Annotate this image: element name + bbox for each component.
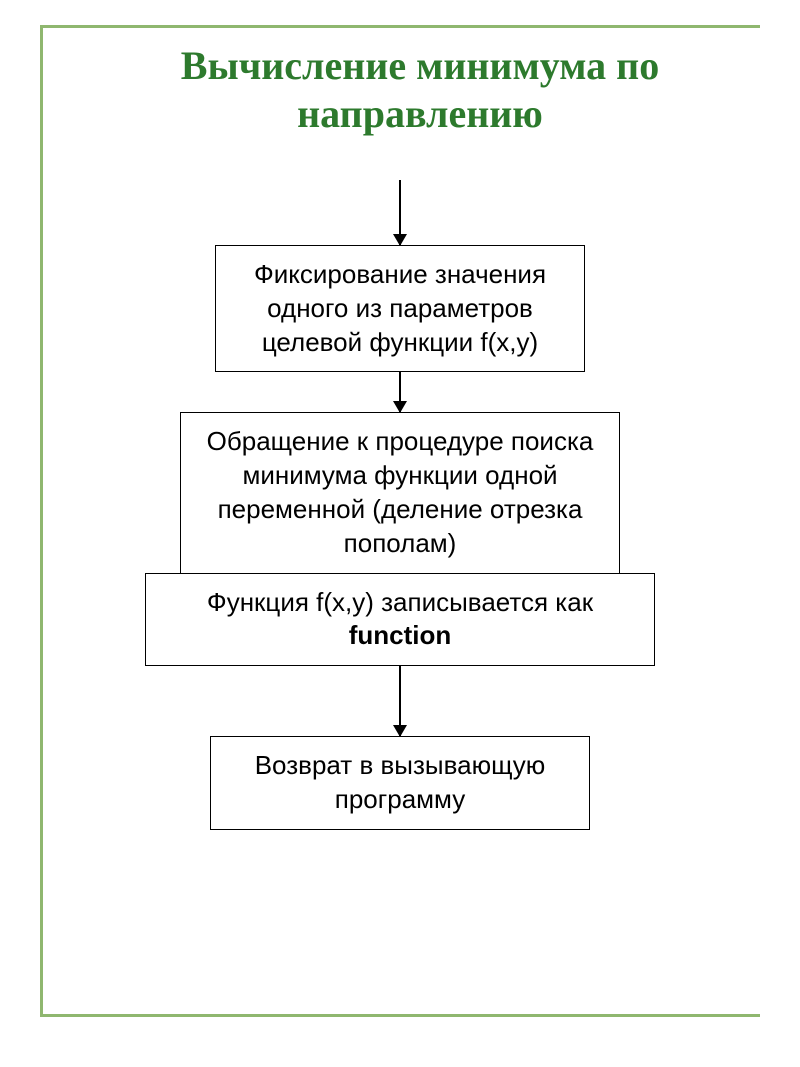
flowchart-box-1: Фиксирование значения одного из параметр… <box>215 245 585 372</box>
box3-prefix: Функция f(x,y) записывается как <box>207 587 593 617</box>
arrow-1-2 <box>399 372 401 412</box>
arrow-3-4 <box>399 666 401 736</box>
flowchart-box-4: Возврат в вызывающую программу <box>210 736 590 830</box>
slide-title: Вычисление минимума по направлению <box>80 42 760 138</box>
arrow-start <box>399 180 401 245</box>
slide-frame-bottom <box>40 1014 760 1017</box>
flowchart-box-3: Функция f(x,y) записывается как function <box>145 573 655 667</box>
flowchart-container: Фиксирование значения одного из параметр… <box>0 180 800 830</box>
box3-bold: function <box>349 620 452 650</box>
flowchart-box-2: Обращение к процедуре поиска минимума фу… <box>180 412 620 573</box>
